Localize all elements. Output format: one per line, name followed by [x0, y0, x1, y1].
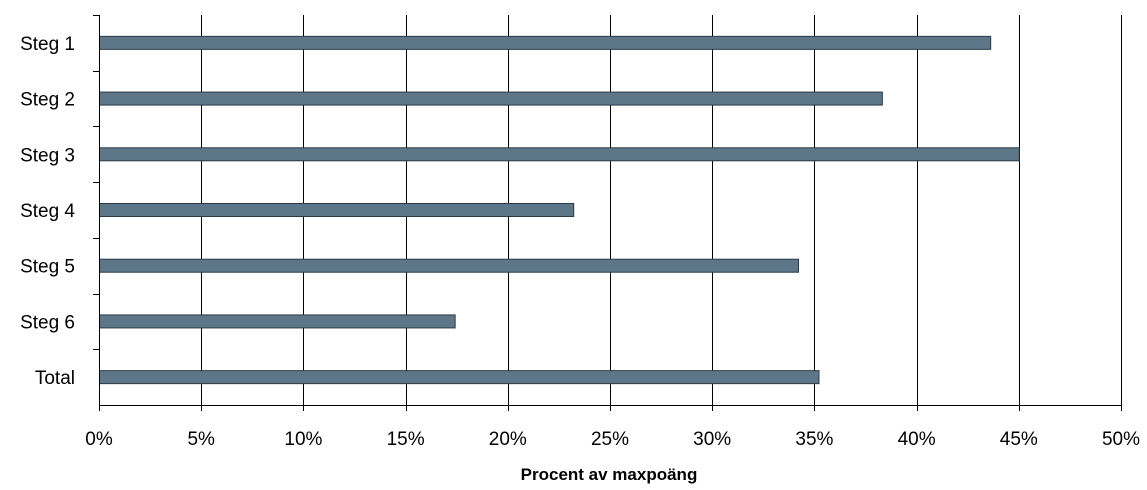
bar: [99, 91, 883, 106]
bars: [99, 35, 1020, 385]
x-tick-labels: 0% 5% 10% 15% 20% 25% 30% 35% 40% 45% 50%: [85, 429, 1140, 450]
x-tick-label: 50%: [1102, 429, 1140, 450]
category-label: Steg 3: [20, 145, 75, 166]
x-tick-label: 20%: [489, 429, 527, 450]
bar: [99, 314, 456, 329]
category-label: Steg 4: [20, 201, 75, 222]
x-tick-label: 25%: [591, 429, 629, 450]
category-labels: Steg 1 Steg 2 Steg 3 Steg 4 Steg 5 Steg 6 Tota…: [20, 34, 75, 389]
category-label: Steg 2: [20, 90, 75, 111]
axes: [93, 15, 1122, 411]
x-tick-label: 30%: [693, 429, 731, 450]
x-tick-label: 35%: [795, 429, 833, 450]
x-tick-label: 0%: [85, 429, 113, 450]
x-tick-label: 15%: [387, 429, 425, 450]
bar: [99, 258, 800, 273]
bar: [99, 370, 820, 385]
bar: [99, 35, 992, 50]
category-label: Steg 1: [20, 34, 75, 55]
gridlines: [201, 15, 1122, 405]
x-axis-title: Procent av maxpoäng: [521, 465, 698, 484]
x-tick-label: 45%: [1000, 429, 1038, 450]
bar: [99, 203, 575, 217]
bar: [99, 147, 1020, 162]
x-tick-label: 40%: [898, 429, 936, 450]
x-tick-label: 10%: [284, 429, 322, 450]
category-label: Total: [35, 368, 75, 389]
category-label: Steg 5: [20, 257, 75, 278]
category-label: Steg 6: [20, 312, 75, 333]
x-tick-label: 5%: [187, 429, 215, 450]
